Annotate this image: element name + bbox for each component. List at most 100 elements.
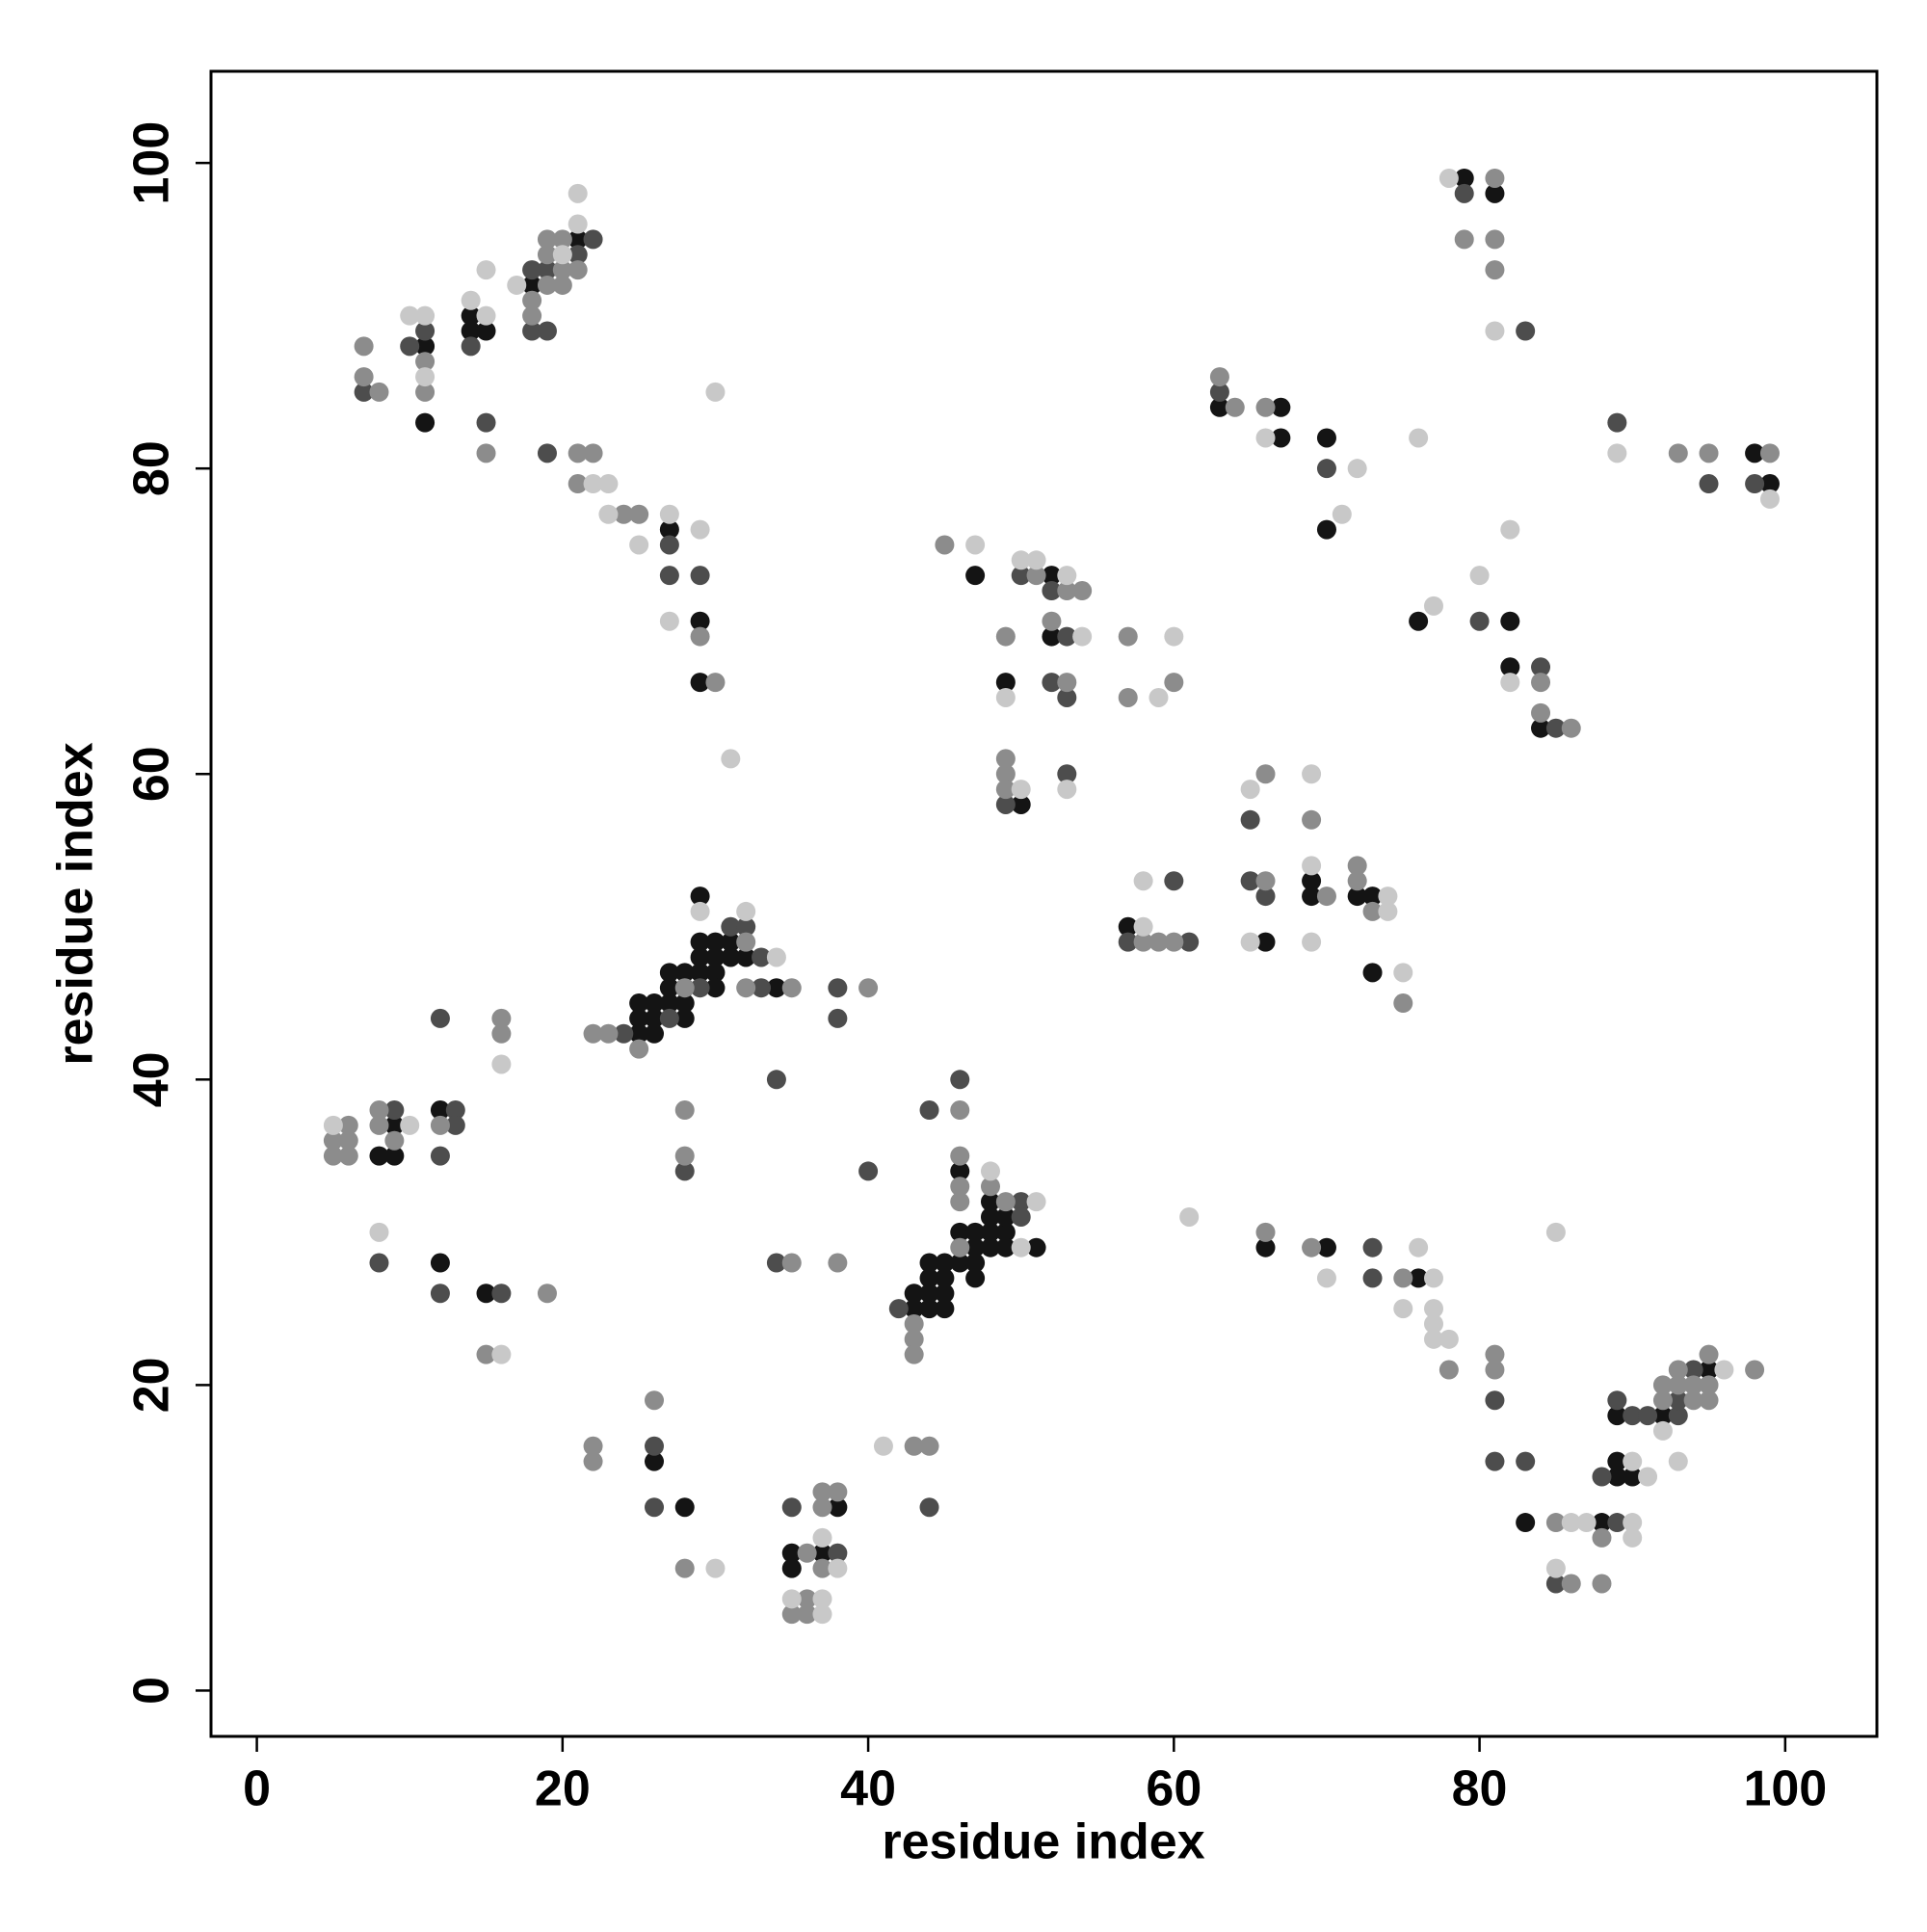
point [919,1100,939,1121]
point [1011,794,1031,814]
point [995,794,1016,814]
point [1255,871,1276,891]
point [904,1344,924,1364]
point [568,443,588,463]
point [674,1161,695,1181]
point [721,916,741,937]
point [1699,1375,1719,1395]
point [674,963,695,983]
point [1409,1268,1429,1288]
point [369,382,389,402]
point [1500,611,1520,631]
point [1714,1360,1734,1380]
point [935,1299,955,1319]
point [1439,168,1459,188]
point [476,321,496,341]
point [1545,718,1566,738]
point [705,382,726,402]
point [629,1008,649,1028]
point [1118,932,1138,952]
point [552,245,572,265]
y-tick-label: 40 [124,1051,180,1107]
point [1423,1299,1443,1319]
point [522,290,542,310]
point [1209,367,1229,387]
point [1485,229,1505,250]
point [1148,687,1169,707]
point [1745,474,1765,494]
point [674,1558,695,1578]
point [904,1284,924,1304]
point [1042,581,1062,601]
point [491,1008,512,1028]
point [522,321,542,341]
point [736,932,756,952]
point [919,1268,939,1288]
point [476,1284,496,1304]
point [1057,780,1077,800]
point [1545,1558,1566,1578]
point [1164,626,1184,647]
point [645,1008,665,1028]
point [766,947,786,967]
point [1561,1513,1581,1533]
point [1316,519,1336,540]
point [1454,168,1474,188]
point [1531,702,1551,723]
point [1164,932,1184,952]
point [705,978,726,998]
point [950,1100,970,1121]
point [1623,1467,1643,1487]
point [1316,428,1336,448]
point [965,1222,986,1242]
point [568,474,588,494]
point [445,1115,465,1135]
point [1118,626,1138,647]
point [1057,673,1077,693]
point [736,901,756,921]
point [1362,1268,1383,1288]
point [552,275,572,295]
point [904,1313,924,1334]
point [674,1146,695,1166]
point [1638,1406,1658,1426]
point [781,1253,802,1273]
point [1485,1360,1505,1380]
point [522,305,542,326]
point [705,673,726,693]
point [1576,1513,1597,1533]
point [1668,1406,1688,1426]
y-axis-label: residue index [48,742,104,1065]
point [1209,382,1229,402]
point [1057,687,1077,707]
point [858,1161,879,1181]
point [1423,1268,1443,1288]
point [1255,1222,1276,1242]
point [461,321,481,341]
point [1118,916,1138,937]
point [659,519,679,540]
point [690,947,710,967]
point [338,1130,358,1151]
point [797,1604,817,1625]
point [583,443,603,463]
point [812,1558,832,1578]
point [950,1146,970,1166]
point [1240,780,1260,800]
point [583,229,603,250]
point [812,1482,832,1502]
point [645,1023,665,1044]
point [1011,566,1031,586]
x-tick-label: 40 [840,1761,896,1817]
point [369,1115,389,1135]
point [828,1497,848,1518]
point [1347,856,1367,876]
point [1545,1574,1566,1594]
point [690,901,710,921]
point [781,1604,802,1625]
point [1699,1390,1719,1411]
point [950,1192,970,1212]
point [583,1436,603,1456]
point [461,305,481,326]
point [690,963,710,983]
